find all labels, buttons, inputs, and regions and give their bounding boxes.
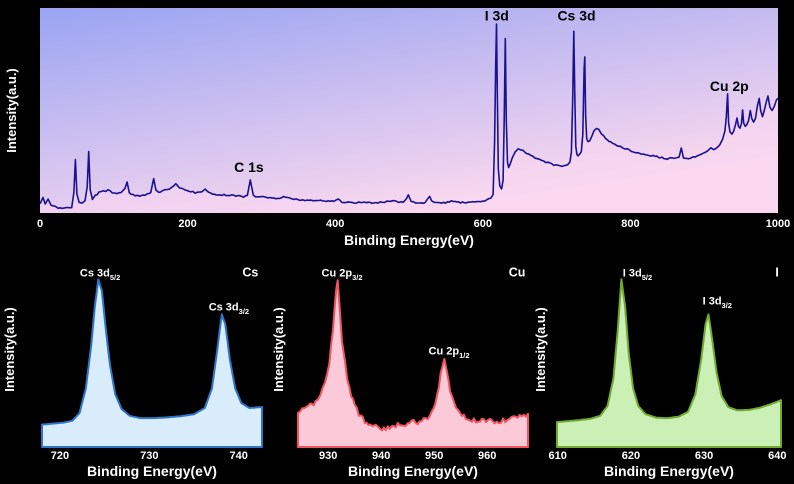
- x-tick-label: 940: [372, 450, 390, 462]
- x-tick-label: 740: [230, 450, 248, 462]
- x-tick-label: 610: [549, 450, 567, 462]
- peak-annotation: C 1s: [234, 159, 264, 175]
- peak-annotation: Cu 2p3/2: [322, 267, 363, 282]
- y-axis-label: Intensity(a.u.): [271, 307, 286, 392]
- spectrum-area: [556, 278, 782, 448]
- spectrum-area: [297, 279, 529, 448]
- x-tick-label: 400: [326, 218, 344, 230]
- peak-annotation: I 3d3/2: [703, 296, 732, 311]
- peak-annotation-subscript: 3/2: [239, 307, 249, 316]
- panel-tag: Cu: [509, 265, 526, 279]
- i-3d-spectrum-chart: 610 620 630 640 Binding Energy(eV) Intensity(…: [535, 265, 786, 479]
- x-tick-label: 960: [478, 450, 496, 462]
- peak-annotation: Cu 2p: [710, 78, 749, 94]
- peak-annotation: I 3d5/2: [623, 267, 652, 282]
- peak-annotation: Cs 3d3/2: [209, 302, 249, 317]
- y-axis-label: Intensity(a.u.): [535, 307, 548, 392]
- spectrum-area: [40, 24, 778, 213]
- spectrum-line: [39, 23, 779, 210]
- x-tick-label: 930: [319, 450, 337, 462]
- x-axis-label: Binding Energy(eV): [344, 232, 474, 248]
- peak-annotation: I 3d: [485, 7, 509, 23]
- cs-3d-spectrum-chart: 720 730 740 Binding Energy(eV) Intensity(a.u…: [2, 265, 263, 479]
- x-axis-label: Binding Energy(eV): [87, 463, 217, 479]
- x-tick-label: 800: [621, 218, 639, 230]
- x-tick-label: 200: [178, 218, 196, 230]
- x-tick-label: 0: [37, 218, 43, 230]
- peak-annotation: Cs 3d5/2: [80, 267, 120, 282]
- x-tick-label: 620: [622, 450, 640, 462]
- x-tick-label: 630: [695, 450, 713, 462]
- x-tick-label: 950: [425, 450, 443, 462]
- panel-tag: Cs: [242, 265, 258, 279]
- x-tick-label: 640: [768, 450, 786, 462]
- x-axis-label: Binding Energy(eV): [348, 463, 478, 479]
- peak-annotation-subscript: 3/2: [722, 301, 732, 310]
- x-tick-label: 720: [51, 450, 69, 462]
- peak-annotation-subscript: 5/2: [110, 273, 120, 282]
- peak-annotation-subscript: 1/2: [459, 351, 469, 360]
- x-tick-label: 1000: [766, 218, 790, 230]
- x-tick-label: 730: [140, 450, 158, 462]
- spectrum-area: [41, 278, 263, 448]
- peak-annotation-subscript: 5/2: [642, 273, 652, 282]
- peak-annotation: Cs 3d: [557, 7, 595, 23]
- x-tick-label: 600: [474, 218, 492, 230]
- peak-annotation: Cu 2p1/2: [429, 345, 470, 360]
- y-axis-label: Intensity(a.u.): [4, 68, 19, 153]
- panel-tag: I: [775, 265, 778, 279]
- survey-spectrum-chart: 0 200 400 600 800 1000 Binding Energy(eV) Inten…: [4, 7, 790, 248]
- y-axis-label: Intensity(a.u.): [2, 307, 17, 392]
- x-axis-label: Binding Energy(eV): [604, 463, 734, 479]
- peak-annotation-subscript: 3/2: [352, 273, 362, 282]
